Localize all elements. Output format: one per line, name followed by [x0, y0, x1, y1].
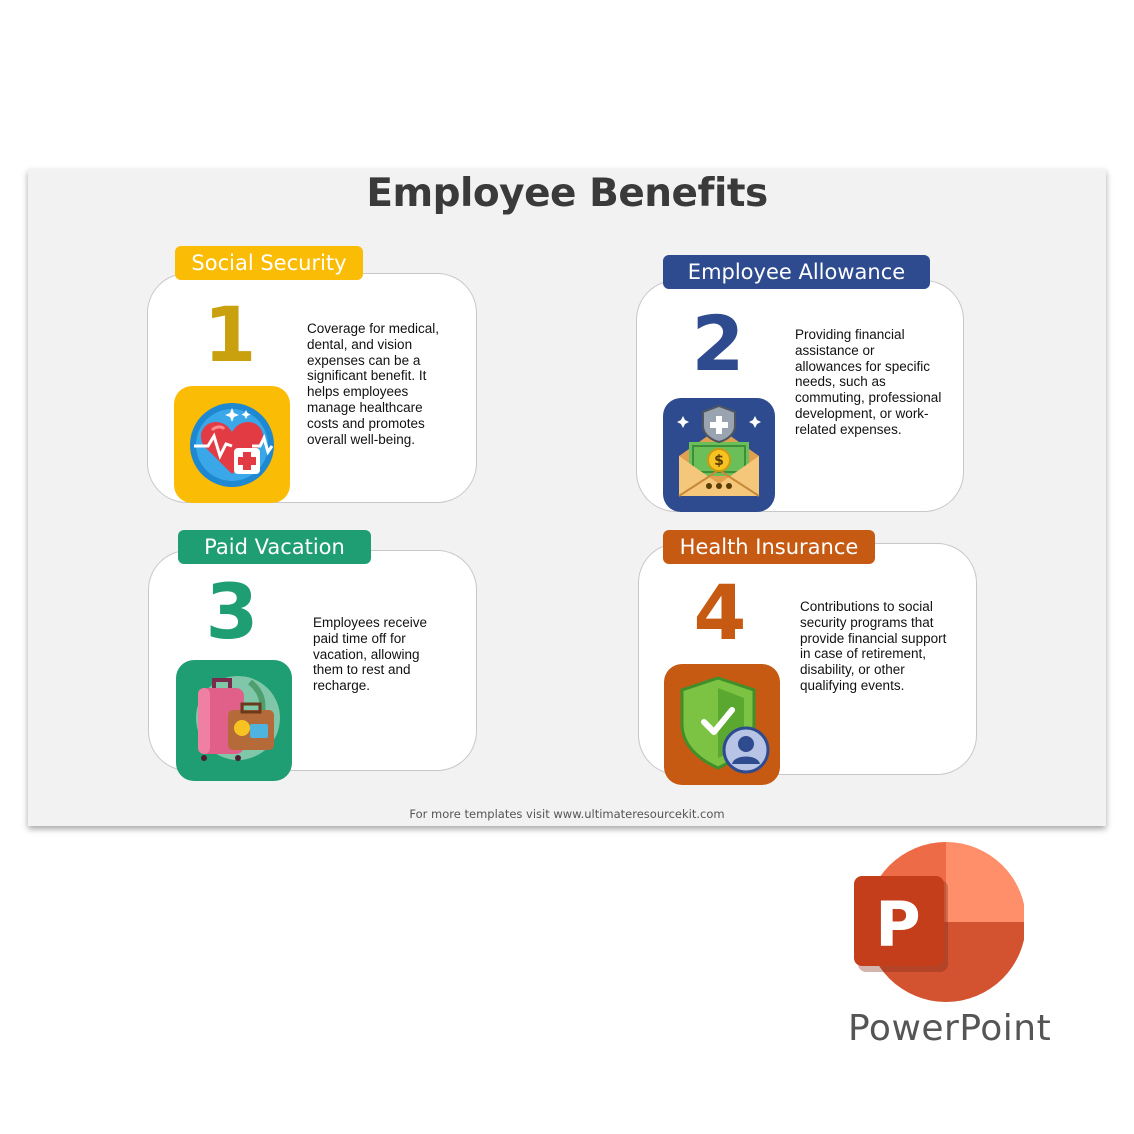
tag-social-security: Social Security	[175, 246, 363, 280]
card-number: 1	[203, 290, 257, 379]
card-description: Employees receive paid time off for vaca…	[313, 615, 428, 694]
slide: Employee Benefits Social Security 1 Cove…	[28, 169, 1106, 826]
svg-text:P: P	[875, 888, 920, 961]
powerpoint-icon: P	[854, 842, 1024, 1002]
tag-employee-allowance: Employee Allowance	[663, 255, 930, 289]
card-description: Contributions to social security program…	[800, 599, 947, 693]
powerpoint-label: PowerPoint	[848, 1008, 1052, 1049]
card-number: 4	[693, 568, 747, 657]
luggage-icon	[176, 660, 292, 781]
benefit-card-employee-allowance	[636, 280, 964, 512]
card-description: Providing financial assistance or allowa…	[795, 327, 942, 437]
card-number: 3	[205, 567, 259, 656]
heart-medical-icon	[174, 386, 290, 503]
slide-title: Employee Benefits	[366, 171, 768, 216]
card-number: 2	[691, 299, 745, 388]
card-description: Coverage for medical, dental, and vision…	[307, 321, 440, 447]
tag-health-insurance: Health Insurance	[663, 530, 875, 564]
shield-person-icon	[664, 664, 780, 785]
svg-text:$: $	[714, 453, 724, 469]
money-envelope-icon: $	[663, 398, 775, 512]
tag-paid-vacation: Paid Vacation	[178, 530, 371, 564]
slide-footer: For more templates visit www.ultimateres…	[409, 807, 725, 821]
